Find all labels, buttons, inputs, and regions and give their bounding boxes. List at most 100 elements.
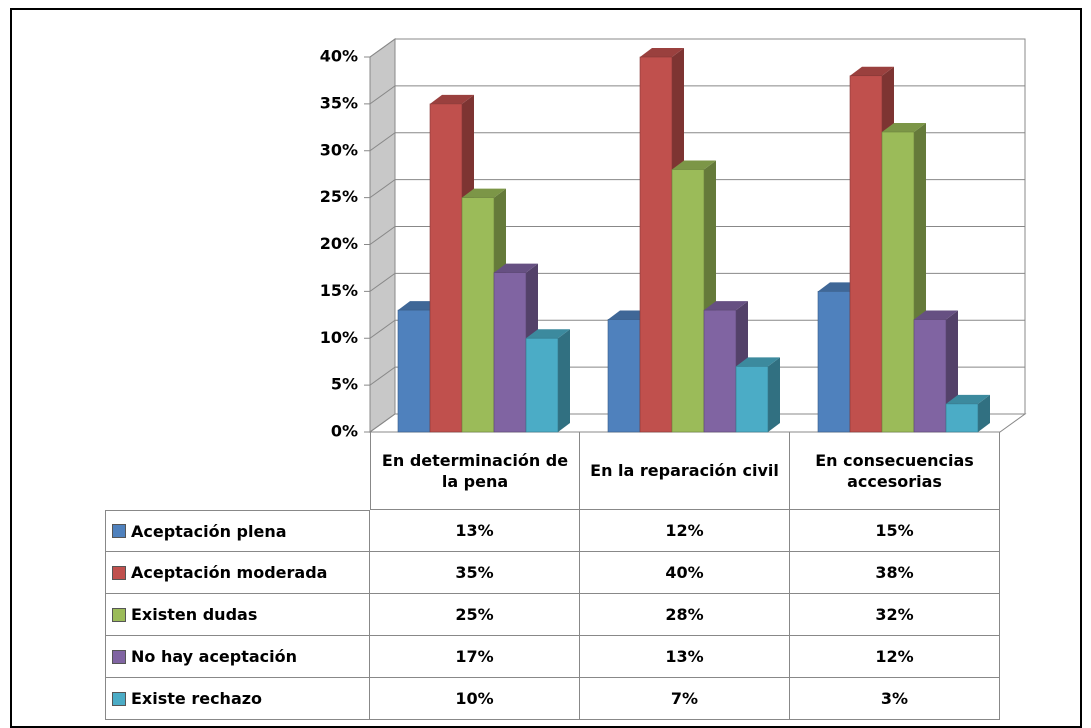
legend-key <box>112 607 126 622</box>
category-label: En la reparación civil <box>580 432 790 510</box>
value-label-text: 40% <box>665 563 704 582</box>
category-label-text: En la reparación civil <box>590 461 779 480</box>
grid-line-side <box>369 132 396 152</box>
value-label-text: 10% <box>455 689 494 708</box>
bar-top <box>850 66 894 76</box>
y-tick-label: 30% <box>320 140 358 159</box>
grid-line-side <box>369 413 396 433</box>
value-label-text: 13% <box>665 647 704 666</box>
legend-entry: No hay aceptación <box>105 636 370 678</box>
bar-top <box>430 94 474 104</box>
value-label-text: 3% <box>880 689 909 708</box>
legend-entry: Aceptación moderada <box>105 552 370 594</box>
value-label: 13% <box>370 510 580 552</box>
value-label-text: 28% <box>665 605 704 624</box>
grid-line-side <box>369 226 396 245</box>
bar <box>639 56 673 433</box>
bar <box>913 319 947 433</box>
value-label-text: 38% <box>875 563 914 582</box>
bar-top <box>882 123 926 132</box>
y-tick-label: 20% <box>320 234 358 253</box>
page: 0% 5% 10% 15% 20% 25% 30% 35% 40% En determinaci… <box>10 8 1082 728</box>
bar-top <box>672 160 716 170</box>
value-label-text: 12% <box>665 521 704 540</box>
y-tick-label: 15% <box>320 281 358 300</box>
grid-line-side <box>369 85 396 105</box>
bar <box>735 366 769 433</box>
value-label: 28% <box>580 594 790 636</box>
bar-top <box>640 48 684 57</box>
legend-entry-text: Existe rechazo <box>131 689 263 708</box>
bar-top <box>462 188 506 198</box>
bar-top <box>494 263 538 273</box>
legend-key <box>112 649 126 664</box>
chart: 0% 5% 10% 15% 20% 25% 30% 35% 40% <box>320 38 1027 441</box>
value-label: 3% <box>790 678 1000 720</box>
bar <box>817 291 851 433</box>
grid-line-side <box>369 366 396 386</box>
bar <box>461 197 495 433</box>
category-label: En determinación de la pena <box>370 432 580 510</box>
value-label: 12% <box>790 636 1000 678</box>
category-label-text: En consecuencias accesorias <box>815 450 974 491</box>
category-label: En consecuencias accesorias <box>790 432 1000 510</box>
bar-top <box>704 301 748 311</box>
bar <box>671 169 705 433</box>
bar-top <box>526 329 570 339</box>
bar <box>849 75 883 433</box>
value-label-text: 32% <box>875 605 914 624</box>
bar-side <box>558 329 570 432</box>
value-label: 17% <box>370 636 580 678</box>
y-tick-label: 40% <box>320 47 358 66</box>
bar <box>607 319 641 433</box>
value-label-text: 25% <box>455 605 494 624</box>
grid-line-side <box>369 319 396 339</box>
bar <box>945 403 979 433</box>
legend-entry: Existe rechazo <box>105 678 370 720</box>
bar <box>493 272 527 433</box>
value-label: 40% <box>580 552 790 594</box>
bar-side <box>978 394 990 432</box>
value-label: 12% <box>580 510 790 552</box>
y-tick-label: 35% <box>320 93 358 112</box>
value-label: 10% <box>370 678 580 720</box>
legend-entry-text: Aceptación plena <box>131 521 287 541</box>
category-label-text: En determinación de la pena <box>381 450 569 491</box>
legend-entry-text: Aceptación moderada <box>131 563 328 582</box>
value-label-text: 12% <box>875 647 914 666</box>
bar <box>881 131 915 433</box>
value-label: 7% <box>580 678 790 720</box>
y-tick-label: 0% <box>331 422 358 441</box>
y-tick-label: 25% <box>320 187 358 206</box>
bar-top <box>736 357 780 367</box>
y-tick-label: 5% <box>331 375 358 394</box>
value-label-text: 7% <box>670 689 699 708</box>
value-label: 35% <box>370 552 580 594</box>
legend-key <box>112 691 126 706</box>
bar-top <box>914 310 958 320</box>
bar <box>525 337 559 433</box>
legend-entry-text: No hay aceptación <box>131 647 298 666</box>
value-label: 32% <box>790 594 1000 636</box>
bar-side <box>768 357 780 432</box>
bar <box>397 309 431 433</box>
value-label: 13% <box>580 636 790 678</box>
legend-entry: Existen dudas <box>105 594 370 636</box>
legend-entry-text: Existen dudas <box>131 605 258 624</box>
value-label-text: 17% <box>455 647 494 666</box>
legend-key <box>112 524 126 538</box>
bar <box>429 103 463 433</box>
value-label: 25% <box>370 594 580 636</box>
value-label-text: 35% <box>455 563 494 582</box>
value-label: 15% <box>790 510 1000 552</box>
value-label-text: 13% <box>455 521 494 540</box>
grid-line-side <box>369 272 396 292</box>
bar-top <box>946 394 990 404</box>
legend-key <box>112 565 126 580</box>
value-label: 38% <box>790 552 1000 594</box>
value-label-text: 15% <box>875 521 914 540</box>
grid-line-side <box>369 179 396 199</box>
grid-line-side <box>369 38 396 58</box>
legend-entry: Aceptación plena <box>105 510 370 552</box>
y-tick-label: 10% <box>320 328 358 347</box>
